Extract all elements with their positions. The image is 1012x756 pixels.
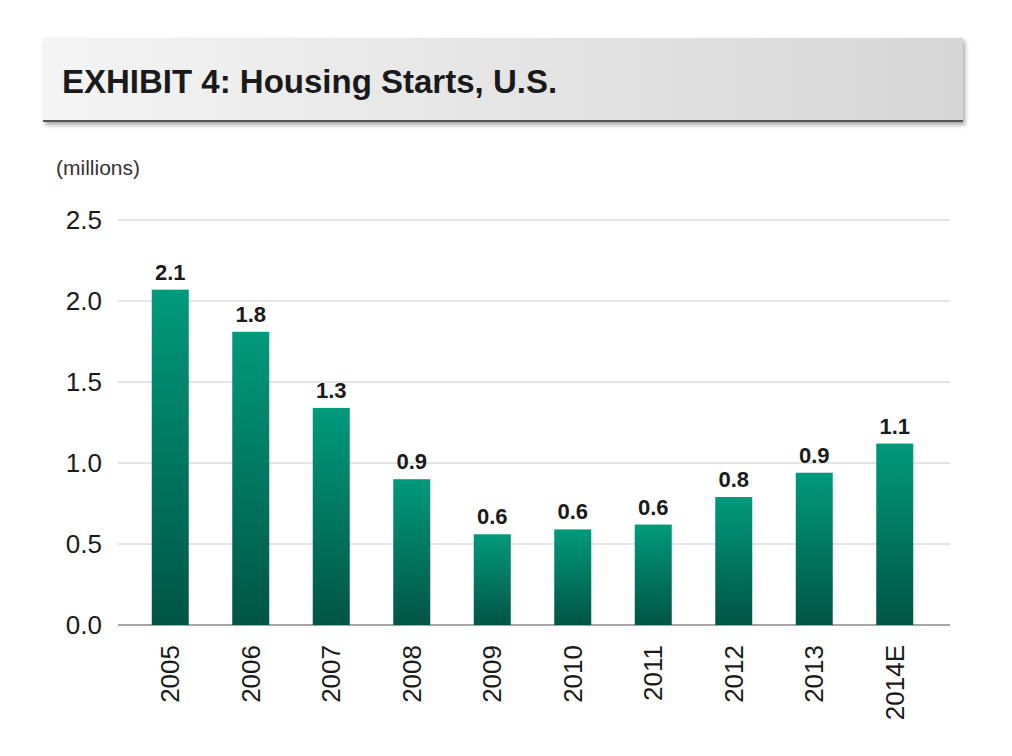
x-tick-label: 2009 <box>477 645 507 703</box>
bar <box>474 534 511 625</box>
data-label: 1.8 <box>235 302 266 327</box>
x-tick-label: 2010 <box>558 645 588 703</box>
data-label: 0.6 <box>557 499 588 524</box>
x-tick-label: 2005 <box>155 645 185 703</box>
chart-root: EXHIBIT 4: Housing Starts, U.S. (millions… <box>0 0 1012 756</box>
y-tick-label: 0.0 <box>66 610 102 640</box>
bar <box>232 332 269 625</box>
x-tick-label: 2014E <box>880 645 910 720</box>
bar <box>393 479 430 625</box>
bar <box>876 444 913 625</box>
x-tick-label: 2012 <box>719 645 749 703</box>
bar <box>554 529 591 625</box>
bar <box>715 497 752 625</box>
x-tick-label: 2006 <box>236 645 266 703</box>
bar <box>796 473 833 625</box>
title-box <box>43 38 963 122</box>
bars <box>152 290 914 625</box>
data-label: 0.9 <box>396 449 427 474</box>
chart-title: EXHIBIT 4: Housing Starts, U.S. <box>62 63 557 100</box>
x-tick-label: 2011 <box>638 645 668 701</box>
x-tick-label: 2013 <box>799 645 829 703</box>
x-tick-label: 2007 <box>316 645 346 703</box>
data-label: 0.8 <box>718 467 749 492</box>
data-label: 0.6 <box>638 495 669 520</box>
y-tick-label: 0.5 <box>66 529 102 559</box>
y-axis-label: (millions) <box>56 156 140 179</box>
data-label: 2.1 <box>155 260 186 285</box>
data-label: 0.6 <box>477 504 508 529</box>
data-label: 0.9 <box>799 443 830 468</box>
grid-line <box>118 220 950 221</box>
bar <box>313 408 350 625</box>
bar <box>635 525 672 625</box>
y-tick-label: 1.0 <box>66 448 102 478</box>
chart-svg: EXHIBIT 4: Housing Starts, U.S. (millions… <box>0 0 1012 756</box>
y-tick-label: 2.0 <box>66 286 102 316</box>
data-label: 1.1 <box>879 414 910 439</box>
y-tick-label: 1.5 <box>66 367 102 397</box>
bar <box>152 290 189 625</box>
title-underline <box>43 120 963 122</box>
x-tick-label: 2008 <box>397 645 427 703</box>
data-label: 1.3 <box>316 378 347 403</box>
y-tick-label: 2.5 <box>66 205 102 235</box>
